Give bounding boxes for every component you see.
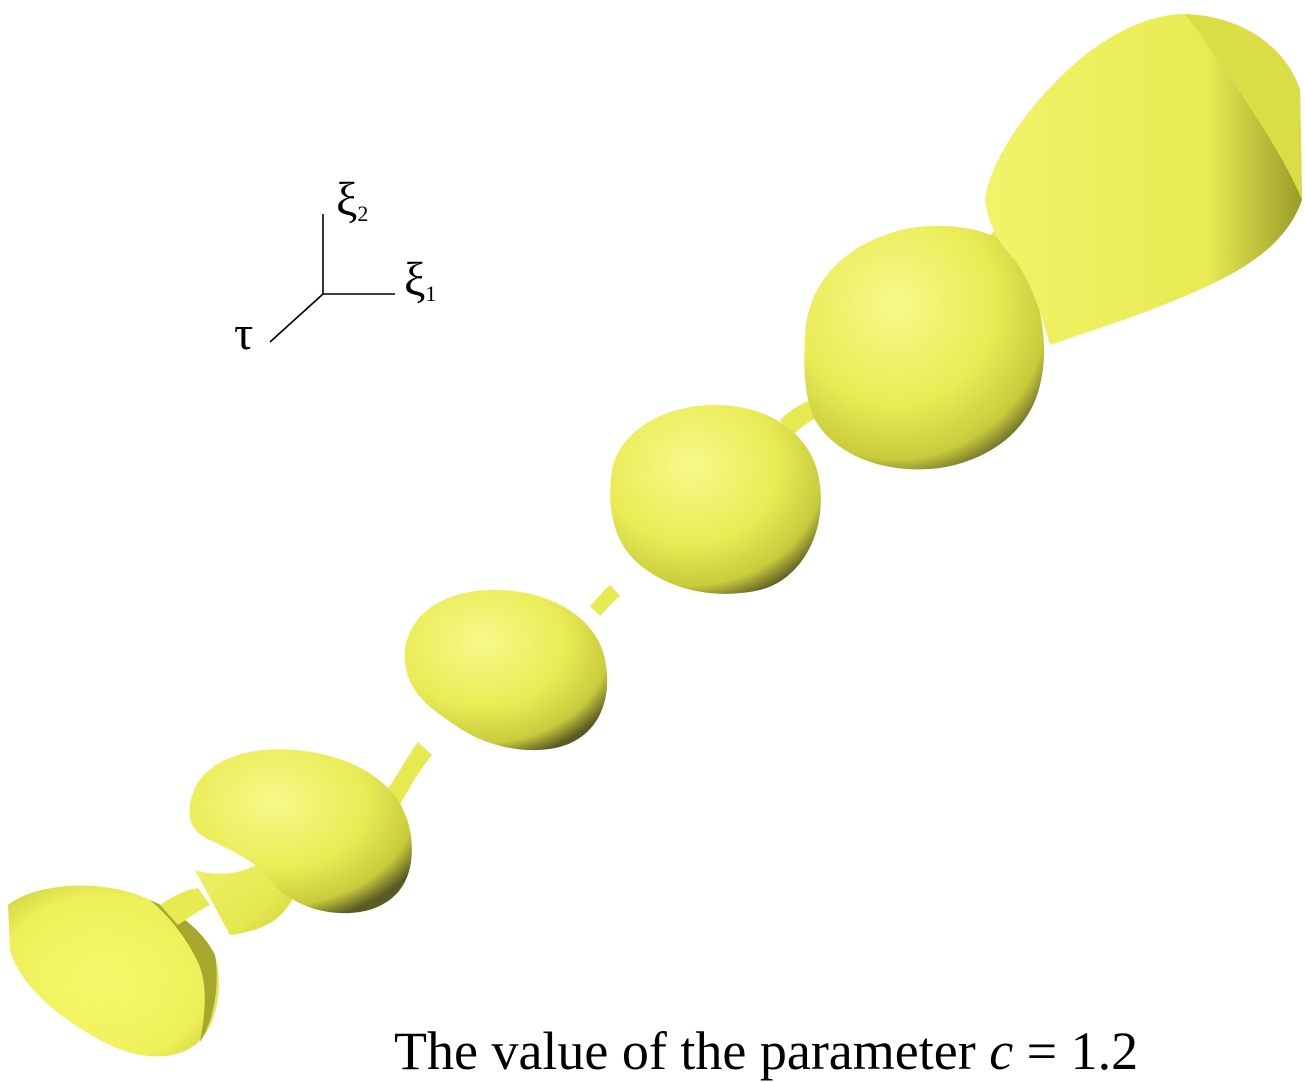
caption: The value of the parameter c = 1.2 <box>394 1020 1138 1082</box>
axis-label-xi2-symbol: ξ <box>336 173 358 226</box>
bulb-4 <box>804 225 1045 470</box>
caption-variable: c <box>989 1021 1014 1081</box>
bulb-1 <box>189 749 412 914</box>
caption-suffix: = 1.2 <box>1013 1021 1139 1081</box>
axis-label-xi2: ξ2 <box>336 176 368 225</box>
axis-label-tau: τ <box>234 310 253 358</box>
tube-top <box>985 14 1302 345</box>
axis-label-xi1-index: 1 <box>425 281 437 306</box>
bulb-3 <box>610 405 821 594</box>
axis-tau-line <box>269 293 324 343</box>
bulb-2 <box>404 589 608 751</box>
axis-label-xi1-symbol: ξ <box>404 253 426 306</box>
caption-prefix: The value of the parameter <box>394 1021 990 1081</box>
axis-label-xi2-index: 2 <box>357 201 369 226</box>
axis-triad <box>269 214 395 343</box>
axis-label-tau-symbol: τ <box>234 307 254 360</box>
horn-end <box>8 885 219 1057</box>
axis-label-xi1: ξ1 <box>404 256 436 305</box>
